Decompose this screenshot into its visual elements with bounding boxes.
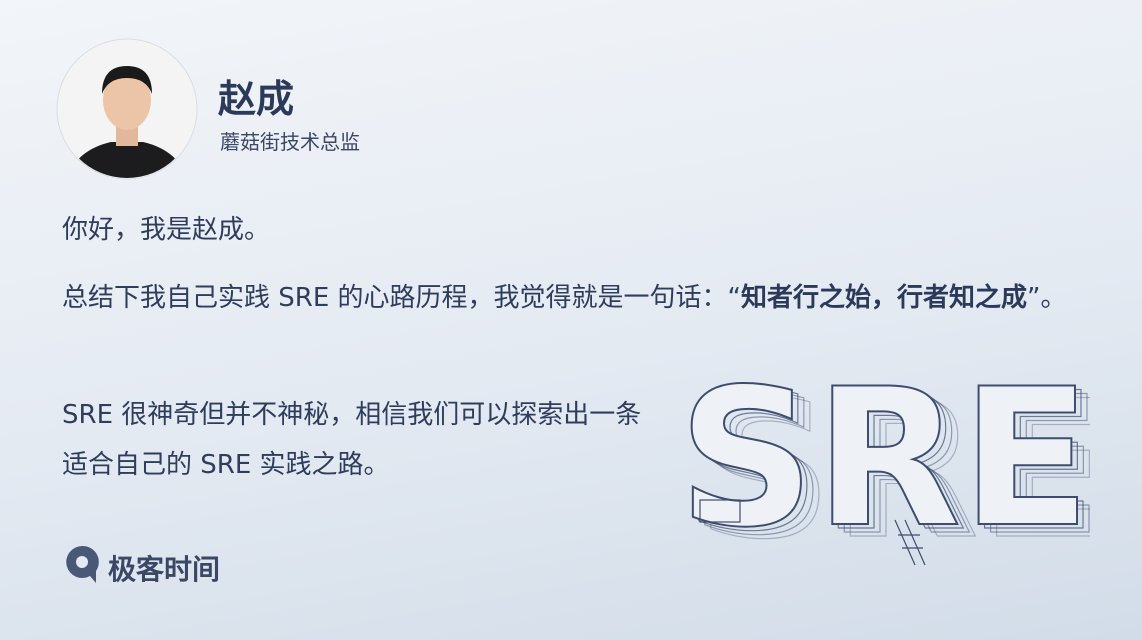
text: ”。	[1027, 283, 1067, 313]
emphasis: 知者行之始，行者知之成	[741, 283, 1028, 313]
paragraph: 你好，我是赵成。	[62, 215, 271, 245]
author-title: 蘑菇街技术总监	[220, 130, 360, 154]
sre-illustration: SRE SRE SRE SRE	[677, 380, 1090, 570]
author-name: 赵成	[218, 77, 295, 121]
illustration-shadow: SRE	[690, 380, 1090, 570]
illustration-text: SRE	[678, 380, 1090, 569]
illustration-shadow: SRE	[696, 380, 1090, 570]
paragraph: SRE 很神奇但并不神秘，相信我们可以探索出一条适合自己的 SRE 实践之路。	[62, 400, 642, 480]
avatar	[56, 38, 198, 180]
brand-name: 极客时间	[108, 553, 221, 586]
illustration-shadow: SRE	[684, 380, 1090, 570]
paragraph: 总结下我自己实践 SRE 的心路历程，我觉得就是一句话：“知者行之始，行者知之成…	[62, 273, 1072, 323]
text: 总结下我自己实践 SRE 的心路历程，我觉得就是一句话：“	[62, 283, 741, 313]
brand-logo	[66, 545, 99, 583]
